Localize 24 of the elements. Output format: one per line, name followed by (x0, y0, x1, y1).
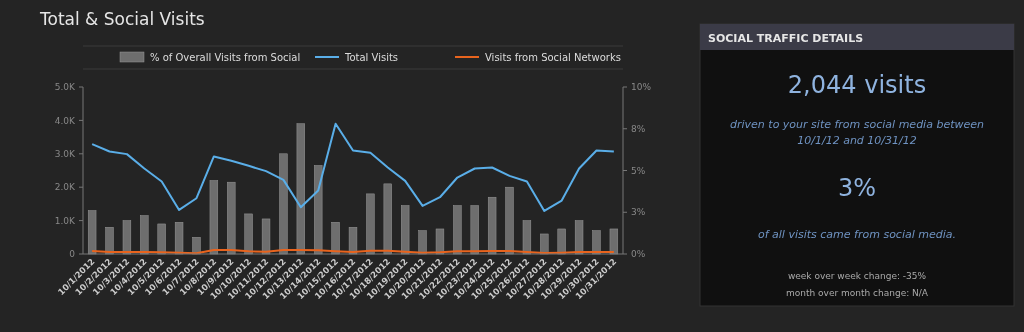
y-tick-label: 4.0K (54, 115, 77, 126)
text: 10/1/12 and 10/31/12 (797, 134, 917, 147)
y2-tick-label: 8% (631, 123, 646, 134)
y2-tick-label: 5% (631, 165, 646, 176)
y2-tick-label: 3% (631, 207, 646, 218)
text: 3% (837, 174, 877, 202)
y-tick-label: 3.0K (54, 148, 77, 159)
y-tick-label: 1.0K (54, 215, 77, 226)
line-series (91, 122, 615, 212)
chart-title: Total & Social Visits (39, 9, 205, 29)
y-tick-label: 0 (69, 249, 76, 260)
y2-tick-label: 10% (631, 82, 652, 93)
y-tick-label: 2.0K (54, 182, 77, 193)
text: week over week change: -35% (787, 271, 927, 281)
legend-label: % of Overall Visits from Social (150, 52, 301, 63)
text: of all visits came from social media. (757, 228, 957, 241)
text: month over month change: N/A (785, 288, 929, 298)
text: SOCIAL TRAFFIC DETAILS (708, 32, 864, 45)
y2-tick-label: 0% (631, 249, 646, 260)
text: driven to your site from social media between (730, 118, 985, 131)
legend-label: Total Visits (344, 52, 399, 63)
legend-label: Visits from Social Networks (485, 52, 621, 63)
text: 2,044 visits (787, 71, 927, 99)
y-tick-label: 5.0K (54, 82, 77, 93)
